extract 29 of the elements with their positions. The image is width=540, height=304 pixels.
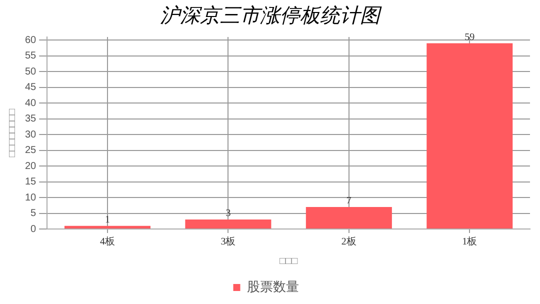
y-tick-label: 35 <box>25 114 37 125</box>
y-tick-label: 60 <box>25 34 37 46</box>
data-label: 3 <box>226 208 231 220</box>
y-tick-label: 45 <box>25 82 37 94</box>
y-tick-label: 5 <box>30 208 37 220</box>
bar <box>426 43 513 228</box>
x-tick-label: 4板 <box>100 236 115 248</box>
bar <box>306 206 392 228</box>
x-tick-label: 1板 <box>462 236 478 248</box>
y-tick-label: 20 <box>25 160 37 172</box>
chart-title: 沪深京三市涨停板统计图 <box>159 4 383 29</box>
data-label: 7 <box>346 196 352 207</box>
y-tick-label: 30 <box>25 129 37 140</box>
data-label: 1 <box>104 214 110 226</box>
y-tick-label: 55 <box>25 50 37 62</box>
y-tick-label: 50 <box>25 66 37 78</box>
legend-label: 股票数量 <box>246 278 299 294</box>
y-tick-label: 25 <box>25 145 37 156</box>
bar <box>64 226 150 228</box>
data-label: 59 <box>464 32 475 43</box>
bar <box>185 220 272 228</box>
y-tick-label: 0 <box>30 224 37 235</box>
y-axis-title: □□□□□□□□ <box>6 108 18 158</box>
y-tick-label: 15 <box>25 176 37 188</box>
x-tick-label: 3板 <box>220 236 236 248</box>
y-tick-label: 40 <box>25 98 37 109</box>
x-tick-label: 2板 <box>341 236 356 248</box>
x-axis-title: □□□ <box>280 256 299 267</box>
y-tick-label: 10 <box>25 192 37 204</box>
